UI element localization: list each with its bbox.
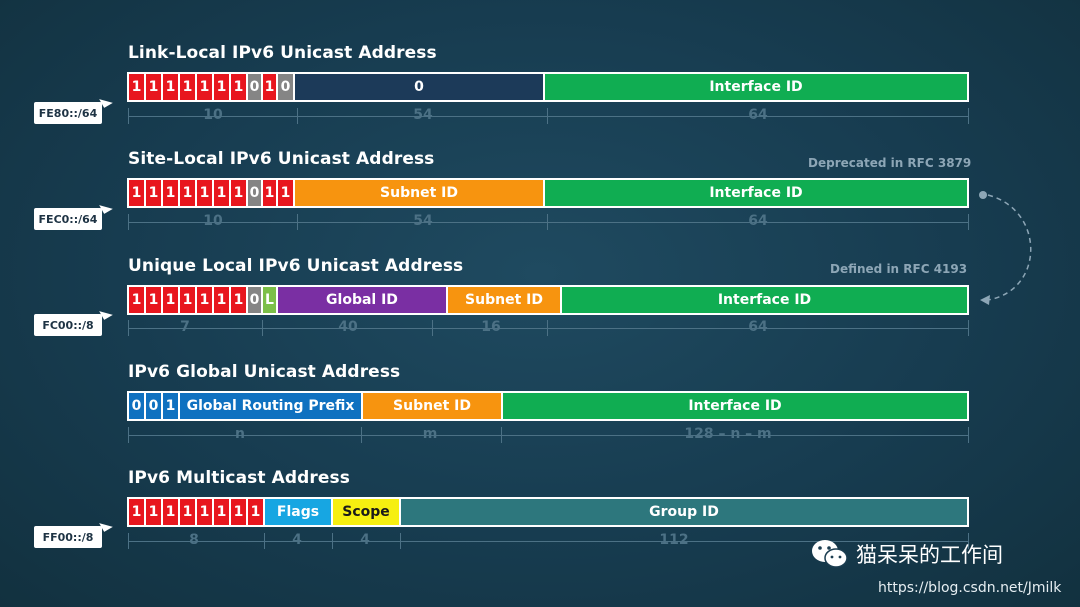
bit: 1 bbox=[214, 180, 231, 206]
bit: 1 bbox=[146, 287, 163, 313]
dimension-label: 40 bbox=[338, 319, 358, 335]
deprecated-note: Deprecated in RFC 3879 bbox=[808, 156, 972, 170]
interface-id-field: Interface ID bbox=[545, 180, 967, 206]
subnet-id-field: Subnet ID bbox=[448, 287, 562, 313]
bit: 1 bbox=[146, 74, 163, 100]
dimension-label: 64 bbox=[748, 107, 768, 123]
bit: 1 bbox=[180, 499, 197, 525]
bit: 1 bbox=[129, 180, 146, 206]
dimension-label: 128 – n – m bbox=[684, 426, 772, 442]
dimension-label: m bbox=[422, 426, 438, 442]
bit: 1 bbox=[278, 180, 295, 206]
bit: 1 bbox=[231, 180, 248, 206]
bit-length-dimension: 7 40 16 64 bbox=[128, 319, 970, 336]
bit: 1 bbox=[197, 180, 214, 206]
bit-length-dimension: n m 128 – n – m bbox=[128, 426, 970, 443]
watermark-url: https://blog.csdn.net/Jmilk bbox=[878, 580, 1062, 596]
bit: 0 bbox=[129, 393, 146, 419]
subnet-id-field: Subnet ID bbox=[363, 393, 503, 419]
bit: 1 bbox=[129, 74, 146, 100]
bit: 0 bbox=[248, 74, 263, 100]
flags-field: Flags bbox=[265, 499, 333, 525]
prefix-callout: FC00::/8 bbox=[34, 314, 102, 336]
bit: 1 bbox=[263, 74, 278, 100]
bit: 0 bbox=[248, 287, 263, 313]
bit: 1 bbox=[214, 287, 231, 313]
dimension-label: 54 bbox=[413, 213, 433, 229]
replacement-arrow bbox=[979, 191, 1032, 305]
group-id-field: Group ID bbox=[401, 499, 967, 525]
prefix-callout: FEC0::/64 bbox=[34, 208, 102, 230]
l-bit: L bbox=[263, 287, 278, 313]
global-unicast-title: IPv6 Global Unicast Address bbox=[128, 362, 401, 382]
bit: 1 bbox=[163, 74, 180, 100]
bit: 0 bbox=[146, 393, 163, 419]
arrow-head-icon bbox=[980, 295, 990, 305]
site-local-address-bar: 1 1 1 1 1 1 1 0 1 1 Subnet ID Interface … bbox=[127, 178, 969, 208]
bit: 1 bbox=[163, 393, 180, 419]
connector-dot bbox=[979, 191, 987, 199]
global-routing-prefix-field: Global Routing Prefix bbox=[180, 393, 363, 419]
dimension-label: n bbox=[235, 426, 245, 442]
dimension-label: 64 bbox=[748, 213, 768, 229]
multicast-address-bar: 1 1 1 1 1 1 1 1 Flags Scope Group ID bbox=[127, 497, 969, 527]
bit: 1 bbox=[231, 74, 248, 100]
subnet-id-field: Subnet ID bbox=[295, 180, 545, 206]
bit: 1 bbox=[248, 499, 265, 525]
link-local-title: Link-Local IPv6 Unicast Address bbox=[128, 43, 437, 63]
bit: 1 bbox=[180, 180, 197, 206]
bit: 1 bbox=[263, 180, 278, 206]
scope-field: Scope bbox=[333, 499, 401, 525]
interface-id-field: Interface ID bbox=[562, 287, 967, 313]
global-unicast-address-bar: 0 0 1 Global Routing Prefix Subnet ID In… bbox=[127, 391, 969, 421]
dimension-label: 10 bbox=[203, 107, 223, 123]
dimension-label: 7 bbox=[180, 319, 190, 335]
bit: 0 bbox=[248, 180, 263, 206]
bit: 1 bbox=[214, 74, 231, 100]
watermark: 猫呆呆的工作间 bbox=[810, 538, 1003, 570]
bit: 1 bbox=[180, 74, 197, 100]
unique-local-title: Unique Local IPv6 Unicast Address bbox=[128, 256, 464, 276]
dimension-label: 4 bbox=[360, 532, 370, 548]
connector-curve bbox=[987, 194, 1032, 301]
bit: 1 bbox=[163, 287, 180, 313]
wechat-icon bbox=[812, 540, 848, 568]
bit: 1 bbox=[129, 287, 146, 313]
bit: 1 bbox=[231, 287, 248, 313]
bit: 1 bbox=[163, 499, 180, 525]
unique-local-address-bar: 1 1 1 1 1 1 1 0 L Global ID Subnet ID In… bbox=[127, 285, 969, 315]
bit: 1 bbox=[197, 74, 214, 100]
bit: 0 bbox=[278, 74, 295, 100]
bit: 1 bbox=[214, 499, 231, 525]
bit: 1 bbox=[146, 499, 163, 525]
site-local-title: Site-Local IPv6 Unicast Address bbox=[128, 149, 435, 169]
bit-length-dimension: 10 54 64 bbox=[128, 107, 970, 124]
global-id-field: Global ID bbox=[278, 287, 448, 313]
bit: 1 bbox=[197, 499, 214, 525]
bit: 1 bbox=[197, 287, 214, 313]
link-local-address-bar: 1 1 1 1 1 1 1 0 1 0 0 Interface ID bbox=[127, 72, 969, 102]
multicast-title: IPv6 Multicast Address bbox=[128, 468, 350, 488]
bit: 1 bbox=[129, 499, 146, 525]
bit: 1 bbox=[231, 499, 248, 525]
dimension-label: 16 bbox=[481, 319, 501, 335]
prefix-callout: FF00::/8 bbox=[34, 526, 102, 548]
rfc-note: Defined in RFC 4193 bbox=[830, 262, 968, 276]
watermark-name: 猫呆呆的工作间 bbox=[856, 543, 1003, 567]
dimension-label: 4 bbox=[292, 532, 302, 548]
dimension-label: 112 bbox=[659, 532, 689, 548]
bit: 1 bbox=[180, 287, 197, 313]
dimension-label: 64 bbox=[748, 319, 768, 335]
dimension-label: 54 bbox=[413, 107, 433, 123]
interface-id-field: Interface ID bbox=[545, 74, 967, 100]
zero-field: 0 bbox=[295, 74, 545, 100]
dimension-label: 10 bbox=[203, 213, 223, 229]
bit: 1 bbox=[146, 180, 163, 206]
bit-length-dimension: 8 4 4 112 bbox=[128, 532, 970, 549]
prefix-callout: FE80::/64 bbox=[34, 102, 102, 124]
bit: 1 bbox=[163, 180, 180, 206]
dimension-label: 8 bbox=[189, 532, 199, 548]
bit-length-dimension: 10 54 64 bbox=[128, 213, 970, 230]
interface-id-field: Interface ID bbox=[503, 393, 967, 419]
